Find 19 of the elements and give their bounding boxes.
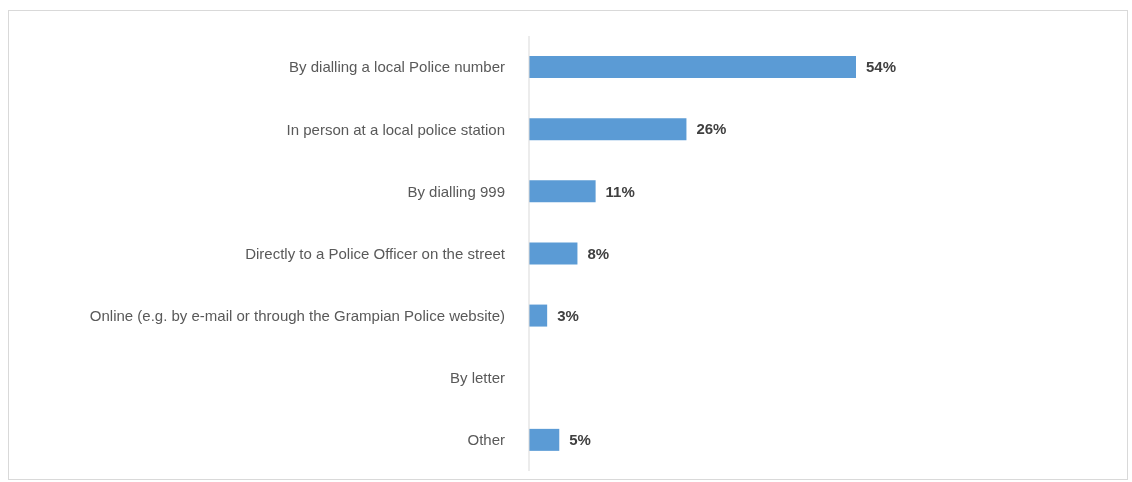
y-tick-label: Other bbox=[467, 431, 505, 449]
y-tick-label: Online (e.g. by e-mail or through the Grampian Police website) bbox=[89, 306, 505, 324]
data-label: 3% bbox=[557, 306, 579, 324]
bar bbox=[529, 428, 560, 451]
y-tick-label: By dialling 999 bbox=[407, 182, 505, 200]
data-label: 11% bbox=[605, 182, 635, 200]
data-label: 26% bbox=[696, 120, 727, 138]
bar bbox=[529, 242, 578, 265]
y-tick-label: Directly to a Police Officer on the street bbox=[245, 244, 506, 262]
y-tick-label: By dialling a local Police number bbox=[289, 58, 505, 76]
y-tick-label: By letter bbox=[449, 369, 505, 387]
bar bbox=[529, 304, 548, 327]
bar bbox=[529, 180, 596, 203]
data-label: 5% bbox=[569, 431, 591, 449]
y-tick-label: In person at a local police station bbox=[286, 120, 505, 138]
data-label: 8% bbox=[587, 244, 610, 262]
data-label: 54% bbox=[866, 58, 897, 76]
bar bbox=[529, 118, 687, 141]
bar bbox=[529, 56, 856, 78]
